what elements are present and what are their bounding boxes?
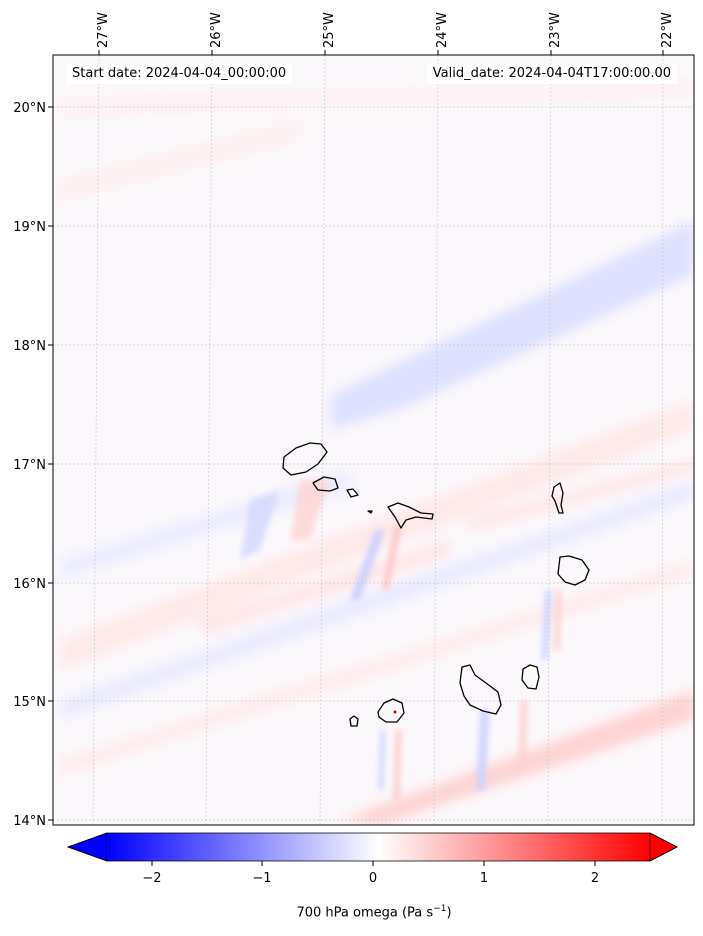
- colorbar-body: [107, 833, 650, 861]
- lat-label-19n: 19°N: [13, 220, 46, 235]
- plot-frame: [52, 54, 695, 826]
- lon-label-24w: 24°W: [435, 12, 450, 48]
- colorbar-title-exponent: −1: [433, 904, 447, 914]
- gridlines: [53, 55, 694, 825]
- lon-label-25w: 25°W: [322, 12, 337, 48]
- colorbar-tick-0: 0: [369, 871, 377, 886]
- colorbar-extend-high: [649, 832, 678, 862]
- colorbar: −2 −1 0 1 2: [66, 832, 678, 886]
- lon-label-23w: 23°W: [548, 12, 563, 48]
- lat-label-14n: 14°N: [13, 814, 46, 829]
- island-sal: [551, 482, 564, 514]
- lat-label-17n: 17°N: [13, 458, 46, 473]
- colorbar-title: 700 hPa omega (Pa s−1): [0, 904, 703, 920]
- colorbar-tick-2: 2: [591, 871, 599, 886]
- fogo-peak-marker: [393, 710, 397, 714]
- island-santa-luzia: [346, 488, 359, 498]
- lon-label-27w: 27°W: [96, 12, 111, 48]
- lon-label-26w: 26°W: [209, 12, 224, 48]
- lon-ticks: [98, 50, 664, 55]
- valid-date-label: Valid_date: 2024-04-04T17:00:00.00: [426, 64, 677, 84]
- start-date-label: Start date: 2024-04-04_00:00:00: [66, 64, 293, 84]
- lat-label-20n: 20°N: [13, 101, 46, 116]
- island-coastlines: [282, 442, 590, 727]
- island-maio: [521, 664, 540, 690]
- island-brava: [349, 715, 359, 727]
- lat-label-15n: 15°N: [13, 695, 46, 710]
- colorbar-title-end: ): [446, 905, 452, 921]
- island-santiago: [459, 664, 502, 715]
- colorbar-extend-low: [66, 832, 108, 862]
- lon-label-22w: 22°W: [660, 12, 675, 48]
- lat-label-18n: 18°N: [13, 339, 46, 354]
- island-sao-vicente: [312, 476, 339, 492]
- island-ilheus: [367, 510, 373, 514]
- island-boa-vista: [557, 555, 590, 586]
- lat-label-16n: 16°N: [13, 577, 46, 592]
- omega-field: [53, 55, 694, 825]
- colorbar-tick-m1: −1: [252, 871, 271, 886]
- colorbar-tick-m2: −2: [142, 871, 161, 886]
- colorbar-title-text: 700 hPa omega (Pa s: [296, 905, 434, 921]
- island-sao-nicolau: [387, 502, 434, 529]
- colorbar-tick-1: 1: [480, 871, 488, 886]
- lat-ticks: [48, 106, 53, 821]
- island-fogo: [377, 698, 405, 723]
- island-santo-antao: [282, 442, 328, 476]
